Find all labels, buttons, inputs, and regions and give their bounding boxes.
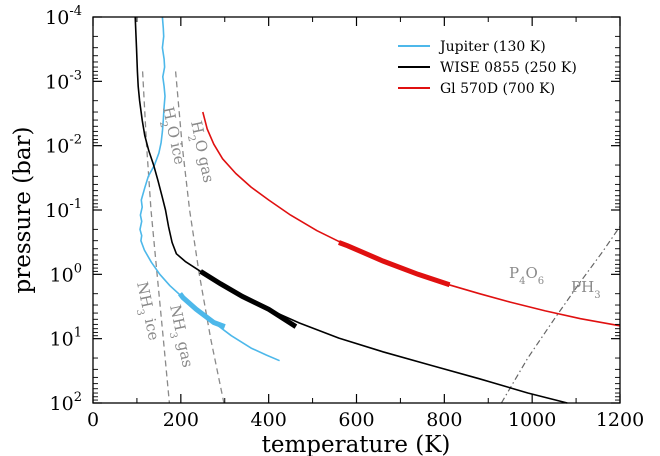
nh3-ice-curve <box>141 71 171 404</box>
annotation-part: NH <box>133 280 156 309</box>
y-tick-base: 10 <box>50 393 74 415</box>
y-tick-label: 101 <box>50 326 82 351</box>
legend-label-0: Jupiter (130 K) <box>438 39 546 55</box>
series-thick-0 <box>178 292 226 329</box>
p4o6-label: P4O6 <box>509 264 544 287</box>
y-tick-exponent: -1 <box>69 197 82 212</box>
y-tick-base: 10 <box>45 136 69 158</box>
annotation-part: H <box>187 119 207 136</box>
annotation-part: ice <box>140 312 163 342</box>
x-tick-label: 200 <box>163 409 199 431</box>
x-tick-label: 1200 <box>596 409 644 431</box>
y-tick-label: 102 <box>50 390 82 415</box>
ph3-label: PH3 <box>571 278 601 301</box>
legend-label-2: Gl 570D (700 K) <box>440 81 555 97</box>
annotation-part: 3 <box>167 331 179 340</box>
series-line-1 <box>134 16 568 404</box>
y-tick-base: 10 <box>45 200 69 222</box>
x-axis-label: temperature (K) <box>262 432 451 456</box>
x-tick-label: 1000 <box>508 409 556 431</box>
nh3-gas-curve <box>174 71 225 404</box>
x-tick-label: 400 <box>251 409 287 431</box>
y-tick-exponent: 2 <box>74 390 82 405</box>
annotation-part: 3 <box>134 308 146 317</box>
x-tick-label: 800 <box>426 409 462 431</box>
series-thick-2 <box>338 240 451 288</box>
y-tick-label: 10-3 <box>45 68 82 93</box>
legend: Jupiter (130 K) WISE 0855 (250 K) Gl 570D … <box>398 39 577 97</box>
series-line-2 <box>202 111 621 327</box>
legend-label-1: WISE 0855 (250 K) <box>440 60 577 76</box>
x-tick-label: 600 <box>338 409 374 431</box>
annotation-part: 6 <box>538 276 544 287</box>
annotation-part: 2 <box>185 134 197 143</box>
y-tick-label: 10-1 <box>45 197 82 222</box>
y-tick-exponent: 0 <box>74 261 82 276</box>
p4o6-ph3-curve <box>500 226 621 404</box>
series-layer <box>134 16 621 404</box>
y-tick-base: 10 <box>45 71 69 93</box>
annotation-part: 4 <box>519 276 525 287</box>
y-tick-exponent: 1 <box>74 326 82 341</box>
y-axis-label: pressure (bar) <box>10 126 36 293</box>
annotation-part: O <box>525 264 537 282</box>
y-tick-label: 10-2 <box>45 133 82 158</box>
y-tick-base: 10 <box>45 7 69 29</box>
ticks-layer: 0 200 400 600 800 1000 120010-410-310-210-1100… <box>45 4 644 431</box>
annotation-part: NH <box>166 303 189 332</box>
y-tick-label: 10-4 <box>45 4 82 29</box>
annotation-part: 2 <box>157 120 169 129</box>
curves-layer <box>141 71 621 404</box>
annotation-part: 3 <box>594 290 600 301</box>
y-tick-exponent: -3 <box>69 68 82 83</box>
series-thick-1 <box>199 269 298 329</box>
y-tick-label: 100 <box>50 261 82 286</box>
y-tick-exponent: -2 <box>69 133 82 148</box>
y-tick-exponent: -4 <box>69 4 82 19</box>
x-tick-label: 0 <box>87 409 99 431</box>
y-tick-base: 10 <box>50 329 74 351</box>
annotation-part: PH <box>571 278 594 296</box>
annotation-part: H <box>159 105 179 122</box>
annotation-part: P <box>509 264 519 282</box>
y-tick-base: 10 <box>50 264 74 286</box>
nh3-ice-label: NH3 ice <box>129 280 163 343</box>
